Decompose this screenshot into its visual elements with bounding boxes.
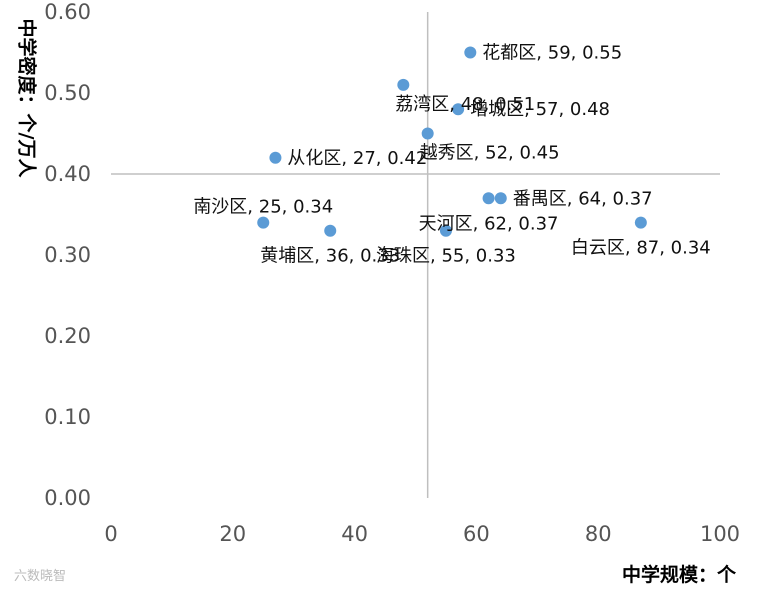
data-point: [257, 216, 270, 229]
x-tick-label: 60: [463, 522, 490, 546]
data-points: [257, 46, 647, 237]
y-tick-label: 0.30: [44, 243, 91, 267]
y-axis-title: 中学密度：个/万人: [16, 19, 39, 179]
data-label: 南沙区, 25, 0.34: [193, 197, 333, 218]
data-label: 白云区, 87, 0.34: [571, 238, 711, 259]
data-label: 海珠区, 55, 0.33: [376, 246, 516, 267]
data-point: [464, 46, 477, 59]
y-tick-label: 0.50: [44, 81, 91, 105]
x-tick-label: 80: [585, 522, 612, 546]
data-label: 越秀区, 52, 0.45: [420, 143, 560, 164]
x-axis-title: 中学规模：个: [622, 563, 737, 586]
y-axis-ticks: 0.00 0.10 0.20 0.30 0.40 0.50 0.60: [44, 0, 91, 510]
x-tick-label: 20: [219, 522, 246, 546]
data-label: 天河区, 62, 0.37: [419, 213, 559, 234]
data-point: [439, 224, 452, 237]
data-label: 荔湾区, 48, 0.51: [395, 94, 535, 115]
data-point: [634, 216, 647, 229]
y-tick-label: 0.40: [44, 162, 91, 186]
data-label: 从化区, 27, 0.42: [287, 148, 427, 169]
y-tick-label: 0.00: [44, 486, 91, 510]
reference-lines: [111, 12, 720, 498]
data-point: [269, 151, 282, 164]
data-point: [397, 78, 410, 91]
data-point: [324, 224, 337, 237]
x-tick-label: 100: [700, 522, 740, 546]
y-tick-label: 0.10: [44, 405, 91, 429]
data-point: [494, 192, 507, 205]
data-point: [452, 103, 465, 116]
y-tick-label: 0.20: [44, 324, 91, 348]
x-axis-ticks: 0 20 40 60 80 100: [104, 522, 740, 546]
watermark: 六数晓智: [14, 569, 66, 584]
data-point: [482, 192, 495, 205]
data-point: [421, 127, 434, 140]
data-label: 增城区, 57, 0.48: [470, 99, 610, 120]
data-label: 黄埔区, 36, 0.33: [260, 246, 400, 267]
data-label: 花都区, 59, 0.55: [482, 43, 622, 64]
data-label: 番禺区, 64, 0.37: [513, 188, 653, 209]
x-tick-label: 0: [104, 522, 117, 546]
y-tick-label: 0.60: [44, 0, 91, 24]
x-tick-label: 40: [341, 522, 368, 546]
